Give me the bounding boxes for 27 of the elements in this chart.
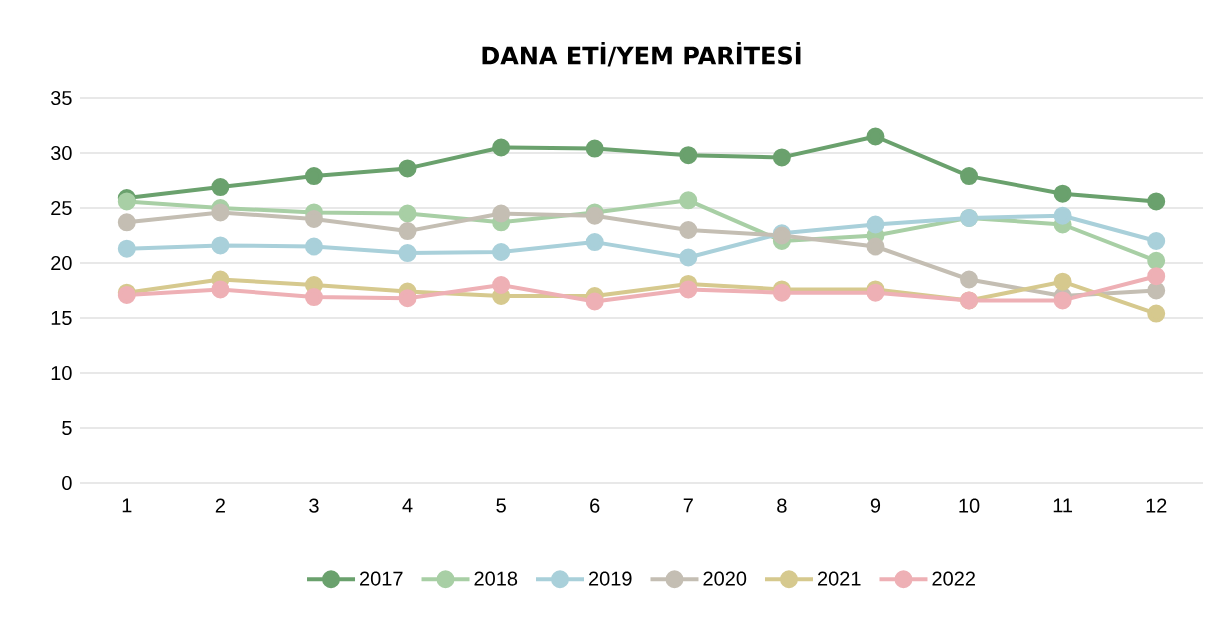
x-tick-label: 9 (870, 498, 881, 513)
x-tick-label: 5 (496, 498, 506, 513)
x-tick-label: 10 (959, 498, 980, 513)
legend-label: 2022 (932, 571, 975, 586)
y-tick-label: 10 (51, 365, 72, 381)
y-tick-label: 20 (51, 255, 72, 271)
x-tick-label: 6 (590, 498, 600, 513)
legend-label: 2021 (817, 571, 861, 586)
x-tick-label: 4 (402, 498, 413, 513)
y-tick-label: 0 (62, 475, 72, 491)
y-tick-label: 30 (50, 145, 72, 161)
x-tick-label: 12 (1146, 498, 1167, 513)
y-tick-label: 35 (50, 90, 72, 106)
x-tick-label: 3 (309, 498, 319, 513)
legend-label: 2018 (474, 571, 518, 586)
legend-label: 2020 (703, 571, 747, 586)
legend-label: 2017 (360, 571, 403, 586)
x-tick-label: 7 (683, 498, 693, 513)
y-tick-label: 5 (62, 421, 72, 435)
chart-title: DANA ETİ/YEM PARİTESİ (482, 41, 801, 67)
x-tick-label: 11 (1053, 498, 1073, 513)
y-tick-label: 25 (51, 200, 72, 216)
x-tick-label: 2 (215, 498, 225, 513)
x-tick-label: 1 (122, 498, 132, 513)
legend-label: 2019 (589, 571, 632, 586)
y-tick-label: 15 (51, 311, 72, 325)
x-tick-label: 8 (777, 498, 787, 513)
